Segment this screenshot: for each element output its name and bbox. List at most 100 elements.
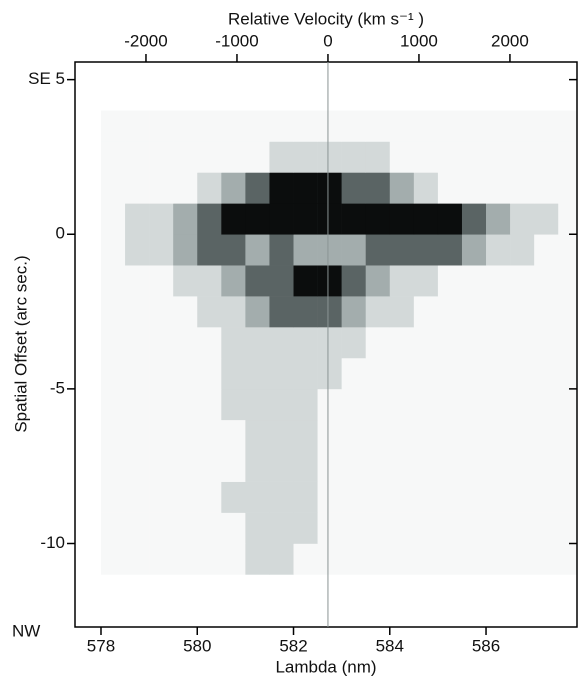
- heatmap-cell: [437, 543, 463, 575]
- heatmap-cell: [534, 141, 559, 173]
- heatmap-cell: [125, 327, 150, 359]
- heatmap-cell: [149, 481, 174, 513]
- heatmap-cell: [317, 543, 342, 575]
- heatmap-cell: [125, 203, 150, 235]
- heatmap-cell: [413, 543, 439, 575]
- heatmap-cell: [534, 357, 559, 390]
- heatmap-cell: [125, 172, 150, 204]
- heatmap-cell: [413, 327, 439, 359]
- heatmap-cell: [365, 234, 391, 266]
- heatmap-cell: [510, 234, 535, 266]
- heatmap-cell: [173, 141, 198, 173]
- heatmap-cell: [365, 543, 391, 575]
- heatmap-cell: [413, 203, 439, 235]
- heatmap-cell: [149, 327, 174, 359]
- heatmap-cell: [173, 234, 198, 266]
- heatmap-cell: [389, 110, 415, 142]
- heatmap-cell: [317, 481, 342, 513]
- heatmap-cell: [437, 419, 463, 452]
- heatmap-cell: [461, 172, 487, 204]
- heatmap-cell: [365, 110, 391, 142]
- heatmap-cell: [510, 388, 535, 421]
- heatmap-cell: [365, 357, 391, 390]
- heatmap-cell: [293, 481, 318, 513]
- heatmap-cell: [558, 512, 578, 544]
- heatmap-cell: [221, 203, 246, 235]
- heatmap-cell: [221, 512, 246, 544]
- heatmap-cell: [510, 327, 535, 359]
- heatmap-cell: [269, 296, 294, 328]
- heatmap-cell: [125, 357, 150, 390]
- heatmap-cell: [461, 450, 487, 482]
- heatmap-cell: [558, 543, 578, 575]
- heatmap-cell: [221, 388, 246, 421]
- heatmap-cell: [510, 481, 535, 513]
- heatmap-cell: [341, 512, 367, 544]
- heatmap-cell: [510, 141, 535, 173]
- heatmap-cell: [317, 265, 342, 297]
- heatmap-cell: [365, 327, 391, 359]
- x-tick-label: 582: [279, 636, 307, 655]
- heatmap-cell: [197, 327, 222, 359]
- heatmap-cell: [125, 388, 150, 421]
- heatmap-cell: [173, 388, 198, 421]
- heatmap-cell: [317, 357, 342, 390]
- heatmap-cell: [269, 110, 294, 142]
- heatmap-cell: [269, 419, 294, 452]
- heatmap-cell: [437, 234, 463, 266]
- heatmap-cell: [437, 265, 463, 297]
- heatmap-cell: [389, 203, 415, 235]
- heatmap-cell: [341, 172, 367, 204]
- heatmap-cell: [389, 265, 415, 297]
- heatmap-cell: [510, 296, 535, 328]
- heatmap-cell: [486, 512, 511, 544]
- heatmap-cell: [389, 543, 415, 575]
- heatmap-cell: [149, 450, 174, 482]
- heatmap-cell: [461, 265, 487, 297]
- heatmap-cell: [149, 296, 174, 328]
- heatmap-cell: [245, 388, 270, 421]
- x2-tick-label: -1000: [215, 31, 258, 50]
- heatmap-cell: [510, 203, 535, 235]
- heatmap-cell: [389, 296, 415, 328]
- heatmap-cell: [461, 357, 487, 390]
- heatmap-cell: [173, 481, 198, 513]
- heatmap-cell: [437, 388, 463, 421]
- heatmap-cell: [413, 172, 439, 204]
- heatmap-cell: [269, 141, 294, 173]
- heatmap-cell: [100, 265, 126, 297]
- heatmap-cell: [149, 141, 174, 173]
- heatmap-cell: [125, 141, 150, 173]
- heatmap-cell: [269, 481, 294, 513]
- heatmap-cell: [534, 388, 559, 421]
- heatmap-cell: [341, 296, 367, 328]
- heatmap-cell: [341, 450, 367, 482]
- heatmap-cell: [510, 110, 535, 142]
- heatmap-cell: [486, 357, 511, 390]
- heatmap-cell: [558, 172, 578, 204]
- heatmap-cell: [221, 296, 246, 328]
- heatmap-cell: [221, 234, 246, 266]
- heatmap-cell: [486, 543, 511, 575]
- heatmap-cell: [341, 357, 367, 390]
- y-axis-label: Spatial Offset (arc sec.): [11, 255, 30, 432]
- heatmap-cell: [413, 234, 439, 266]
- heatmap-cell: [341, 234, 367, 266]
- heatmap-cell: [149, 110, 174, 142]
- heatmap-cell: [413, 481, 439, 513]
- heatmap-cell: [221, 265, 246, 297]
- heatmap-cell: [558, 450, 578, 482]
- x-axis-label: Lambda (nm): [275, 657, 376, 676]
- heatmap-cell: [437, 357, 463, 390]
- heatmap-cell: [100, 512, 126, 544]
- heatmap-cell: [293, 327, 318, 359]
- heatmap-cell: [149, 203, 174, 235]
- heatmap-cell: [100, 419, 126, 452]
- heatmap-cell: [486, 203, 511, 235]
- heatmap-cell: [510, 172, 535, 204]
- heatmap-cell: [365, 265, 391, 297]
- heatmap-cell: [221, 110, 246, 142]
- heatmap-cell: [317, 450, 342, 482]
- heatmap-cell: [173, 512, 198, 544]
